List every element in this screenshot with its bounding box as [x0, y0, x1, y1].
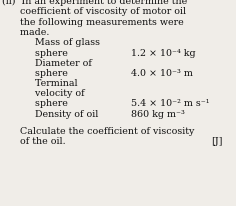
Text: Terminal: Terminal — [2, 79, 78, 88]
Text: of the oil.: of the oil. — [2, 137, 66, 146]
Text: sphere: sphere — [2, 49, 68, 58]
Text: Mass of glass: Mass of glass — [2, 38, 100, 47]
Text: 5.4 × 10⁻² m s⁻¹: 5.4 × 10⁻² m s⁻¹ — [131, 99, 210, 108]
Text: Density of oil: Density of oil — [2, 110, 99, 119]
Text: Diameter of: Diameter of — [2, 59, 92, 68]
Text: Calculate the coefficient of viscosity: Calculate the coefficient of viscosity — [2, 127, 195, 136]
Text: 860 kg m⁻³: 860 kg m⁻³ — [131, 110, 185, 119]
Text: sphere: sphere — [2, 99, 68, 108]
Text: (ii)  In an experiment to determine the: (ii) In an experiment to determine the — [2, 0, 188, 6]
Text: velocity of: velocity of — [2, 89, 85, 98]
Text: coefficient of viscosity of motor oil: coefficient of viscosity of motor oil — [2, 7, 186, 16]
Text: sphere: sphere — [2, 69, 68, 78]
Text: the following measurements were: the following measurements were — [2, 18, 184, 27]
Text: 1.2 × 10⁻⁴ kg: 1.2 × 10⁻⁴ kg — [131, 49, 196, 58]
Text: made.: made. — [2, 28, 50, 37]
Text: 4.0 × 10⁻³ m: 4.0 × 10⁻³ m — [131, 69, 193, 78]
Text: [J]: [J] — [211, 137, 223, 146]
